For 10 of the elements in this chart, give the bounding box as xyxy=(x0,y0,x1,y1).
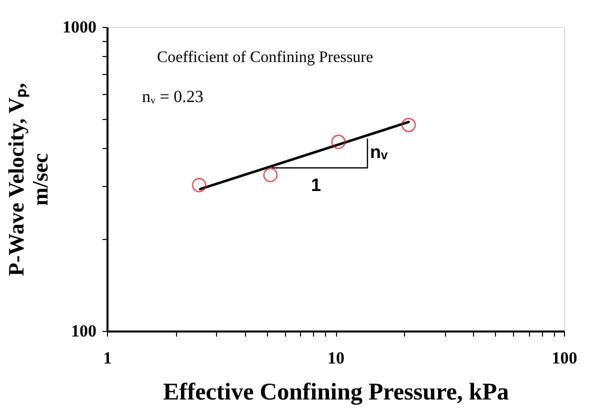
annotation: nᵥ xyxy=(370,142,388,162)
x-tick-label: 100 xyxy=(552,348,578,368)
annotation: 1 xyxy=(311,175,322,195)
y-axis-title: P-Wave Velocity, Vₚ, m/sec xyxy=(4,82,52,276)
y-tick-label: 1000 xyxy=(62,18,96,36)
annotation: nᵥ = 0.23 xyxy=(142,87,204,106)
x-axis-title: Effective Confining Pressure, kPa xyxy=(163,380,509,406)
x-tick-label: 1 xyxy=(103,348,112,368)
annotation: Coefficient of Confining Pressure xyxy=(157,49,374,66)
x-tick-label: 10 xyxy=(328,348,344,368)
